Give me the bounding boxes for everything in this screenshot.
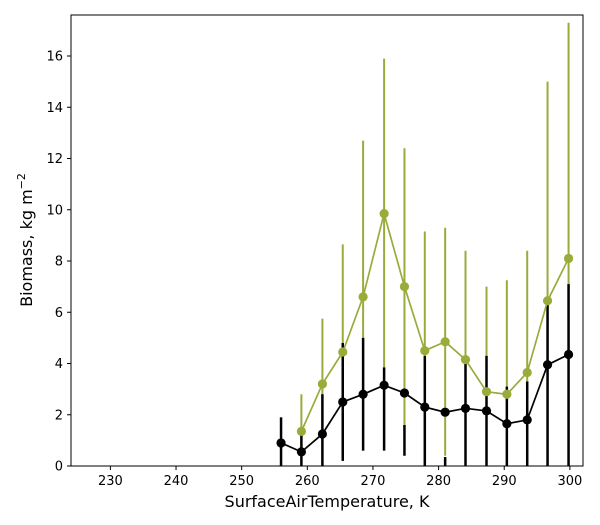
data-point-marker (522, 367, 532, 378)
data-point-marker (460, 403, 471, 413)
data-point-marker (502, 419, 512, 429)
y-axis-ticks: 0 2 4 6 8 10 12 14 16 (46, 50, 71, 475)
data-point-marker (563, 253, 574, 264)
data-point-marker (542, 360, 553, 370)
data-point-marker (379, 380, 389, 390)
data-point-marker (563, 349, 574, 360)
series-markers (276, 208, 574, 457)
data-point-marker (460, 355, 471, 365)
y-tick-label: 8 (55, 255, 63, 270)
data-point-marker (542, 296, 553, 306)
x-tick-label: 260 (295, 474, 320, 489)
data-point-marker (317, 379, 328, 389)
y-tick-label: 0 (55, 460, 63, 475)
data-point-marker (317, 429, 328, 439)
data-point-marker (358, 292, 368, 302)
data-point-marker (296, 426, 306, 437)
data-point-marker (338, 397, 348, 407)
y-tick-label: 6 (55, 306, 63, 321)
data-point-marker (420, 346, 430, 356)
data-point-marker (481, 387, 492, 397)
data-point-marker (379, 208, 389, 219)
y-tick-label: 4 (55, 357, 63, 372)
data-point-marker (481, 406, 492, 416)
x-tick-label: 290 (492, 474, 517, 489)
x-tick-label: 250 (229, 474, 254, 489)
x-tick-label: 280 (426, 474, 451, 489)
data-point-marker (276, 438, 286, 448)
y-tick-label: 2 (55, 408, 63, 423)
data-point-marker (420, 402, 430, 412)
x-tick-label: 230 (98, 474, 123, 489)
data-point-marker (440, 407, 450, 417)
series-line (300, 210, 570, 432)
y-axis-label-text: Biomass, kg m (17, 189, 36, 307)
plot-frame (70, 14, 584, 467)
data-point-marker (399, 388, 410, 398)
x-tick-label: 300 (557, 474, 582, 489)
y-tick-label: 10 (46, 203, 63, 218)
y-tick-label: 14 (46, 101, 63, 116)
y-tick-label: 16 (46, 50, 63, 65)
y-axis-label: Biomass, kg m−2 (15, 173, 36, 307)
data-point-marker (440, 337, 450, 347)
x-tick-label: 270 (361, 474, 386, 489)
x-tick-label: 240 (164, 474, 189, 489)
x-axis-ticks: 230 240 250 260 270 280 290 300 (98, 466, 582, 489)
y-axis-label-exponent: −2 (15, 173, 28, 189)
data-point-marker (296, 447, 306, 457)
data-point-marker (502, 389, 512, 399)
data-point-marker (522, 415, 532, 425)
y-tick-label: 12 (46, 152, 63, 167)
data-point-marker (399, 282, 410, 292)
data-point-marker (338, 347, 348, 357)
data-point-marker (358, 389, 368, 399)
x-axis-label: SurfaceAirTemperature, K (225, 492, 430, 511)
